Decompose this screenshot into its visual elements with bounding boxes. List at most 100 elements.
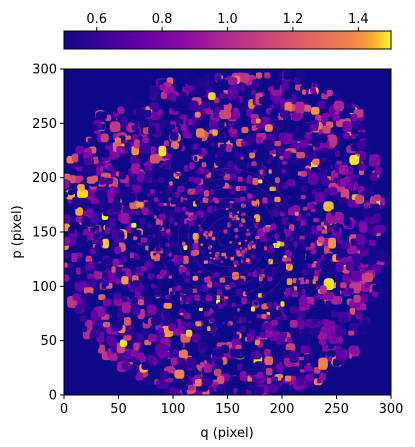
heatmap-cell	[123, 284, 128, 290]
heatmap-cell	[245, 288, 251, 296]
heatmap-cell	[163, 140, 170, 147]
heatmap-cell	[163, 313, 172, 324]
heatmap-cell	[83, 157, 94, 166]
heatmap-cell	[279, 293, 284, 299]
heatmap-cell	[215, 157, 222, 166]
heatmap-cell	[209, 251, 212, 255]
heatmap-cell	[77, 189, 89, 198]
heatmap-cell	[176, 216, 183, 222]
heatmap-cell	[264, 349, 271, 356]
heatmap-cell	[64, 161, 73, 171]
heatmap-cell	[239, 371, 248, 381]
heatmap-cell	[357, 324, 368, 334]
heatmap-cell	[242, 162, 245, 165]
heatmap-cell	[175, 286, 181, 291]
heatmap-cell	[139, 218, 145, 225]
heatmap-cell	[296, 151, 305, 159]
heatmap-cell	[158, 306, 165, 311]
heatmap-cell	[216, 76, 222, 83]
heatmap-cell	[257, 179, 263, 184]
heatmap-cell	[360, 267, 367, 274]
heatmap-cell	[142, 136, 149, 143]
heatmap-cell	[78, 235, 88, 247]
heatmap-cell	[64, 179, 70, 189]
heatmap-cell	[324, 187, 331, 193]
heatmap-cell	[86, 176, 96, 184]
heatmap-cell	[223, 102, 232, 112]
heatmap-cell	[299, 252, 306, 261]
colorbar-tick-label: 1.4	[348, 12, 369, 27]
heatmap-cell	[332, 114, 341, 121]
heatmap-cell	[280, 301, 285, 307]
heatmap-cell	[318, 249, 325, 255]
heatmap-cell	[272, 149, 276, 155]
heatmap-cell	[110, 201, 122, 212]
y-tick-label: 100	[32, 280, 57, 295]
x-tick-label: 100	[161, 402, 186, 417]
heatmap-cell	[195, 326, 202, 334]
heatmap-cell	[81, 198, 88, 207]
heatmap-cell	[313, 218, 318, 222]
heatmap-cell	[160, 371, 169, 380]
heatmap-cell	[310, 248, 317, 255]
heatmap-cell	[321, 125, 331, 134]
heatmap-cell	[285, 287, 291, 296]
heatmap-cell	[132, 97, 141, 109]
heatmap-cell	[192, 233, 200, 240]
heatmap-cell	[163, 388, 171, 394]
heatmap-cell	[79, 315, 87, 323]
heatmap-cell	[120, 212, 130, 224]
heatmap-cell	[353, 294, 361, 303]
heatmap-cell	[316, 225, 323, 231]
colorbar-tick-label: 0.8	[152, 12, 173, 27]
heatmap-cell	[122, 302, 131, 314]
heatmap-cell	[148, 125, 156, 135]
heatmap-cell	[247, 272, 253, 277]
heatmap-cell	[223, 296, 229, 300]
heatmap-cell	[111, 266, 116, 273]
heatmap-cell	[235, 217, 240, 221]
heatmap-cell	[194, 111, 201, 118]
heatmap-cell	[227, 222, 231, 228]
x-tick-label: 300	[379, 402, 404, 417]
heatmap-cell	[183, 313, 191, 319]
heatmap-cell	[152, 180, 158, 186]
heatmap-cell	[135, 107, 144, 117]
heatmap-cell	[186, 296, 192, 303]
heatmap-cell	[216, 150, 225, 158]
heatmap-cell	[275, 363, 284, 373]
heatmap-cell	[216, 289, 222, 296]
heatmap-cell	[369, 154, 381, 167]
heatmap-cell	[190, 325, 197, 331]
y-tick-label: 0	[49, 389, 57, 404]
heatmap-cell	[125, 135, 131, 140]
heatmap-cell	[71, 252, 78, 262]
heatmap-cell	[309, 314, 318, 321]
heatmap-cell	[86, 208, 94, 218]
heatmap-cell	[93, 328, 101, 338]
heatmap-cells	[64, 70, 389, 395]
heatmap-cell	[179, 91, 187, 97]
plot-area	[63, 68, 392, 396]
heatmap-cell	[185, 270, 190, 276]
heatmap-cell	[64, 274, 70, 282]
heatmap-cell	[208, 232, 213, 237]
heatmap-cell	[310, 242, 316, 249]
heatmap-cell	[288, 235, 294, 242]
heatmap-cell	[207, 312, 212, 316]
heatmap-cell	[351, 253, 361, 266]
heatmap-cell	[344, 176, 351, 183]
heatmap-cell	[145, 378, 153, 386]
heatmap-cell	[358, 163, 367, 171]
heatmap-cell	[246, 135, 256, 145]
heatmap-cell	[319, 339, 326, 345]
heatmap-cell	[173, 379, 183, 388]
heatmap-cell	[338, 164, 349, 175]
heatmap-cell	[142, 109, 152, 118]
heatmap-cell	[112, 258, 119, 267]
heatmap-cell	[114, 246, 122, 254]
heatmap-cell	[227, 323, 231, 326]
heatmap-cell	[341, 257, 348, 264]
heatmap-cell	[254, 318, 260, 322]
heatmap-cell	[288, 207, 296, 216]
